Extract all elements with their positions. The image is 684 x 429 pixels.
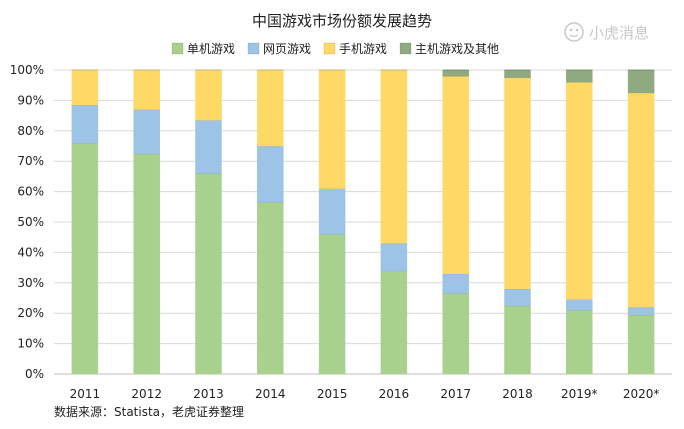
bar-segment [380,69,408,244]
bar-segment [627,92,655,308]
x-tick-label: 2015 [317,387,348,401]
y-tick-label: 20% [17,306,44,320]
bar-segment [195,69,222,121]
legend-item: 网页游戏 [247,42,311,56]
bar-segment [257,145,284,203]
bar-segment [627,314,655,375]
bar-segment [380,243,408,271]
bar-stack-2019 [566,69,593,375]
bar-segment [566,69,593,83]
watermark: 小虎消息 [564,22,649,42]
legend-label: 单机游戏 [187,42,235,56]
tiger-logo-icon [564,22,584,42]
bar-segment [257,69,284,147]
bar-segment [71,69,99,106]
source-note: 数据来源：Statista，老虎证券整理 [54,405,245,419]
legend-item: 手机游戏 [323,42,387,56]
y-tick-label: 50% [17,215,44,229]
y-tick-label: 40% [17,245,44,259]
legend-label: 网页游戏 [263,42,311,56]
legend-item: 主机游戏及其他 [399,42,499,56]
bars [71,69,655,375]
bar-segment [627,69,655,94]
bar-segment [71,104,99,144]
bar-segment [504,69,531,78]
y-tick-label: 30% [17,276,44,290]
legend-label: 主机游戏及其他 [415,42,499,56]
bar-segment [504,305,531,375]
bar-stack-2013 [195,69,222,375]
bar-segment [442,75,469,274]
bar-segment [566,309,593,375]
legend-swatch [399,42,412,55]
bar-stack-2012 [133,69,160,375]
bar-segment [318,69,346,189]
legend: 单机游戏 网页游戏 手机游戏 主机游戏及其他 [171,42,499,56]
bar-segment [380,270,408,375]
bar-segment [566,81,593,300]
bar-stack-2015 [318,69,346,375]
y-tick-label: 0% [25,367,44,381]
bar-segment [442,293,469,375]
bar-segment [318,188,346,235]
x-tick-label: 2014 [255,387,286,401]
y-tick-label: 10% [17,337,44,351]
legend-item: 单机游戏 [171,42,235,56]
x-tick-label: 2017 [440,387,471,401]
bar-segment [442,273,469,294]
x-tick-label: 2012 [131,387,162,401]
bar-stack-2016 [380,69,408,375]
legend-swatch [171,42,184,55]
y-tick-label: 90% [17,93,44,107]
bar-segment [195,173,222,375]
bar-stack-2017 [442,69,469,375]
bar-segment [504,77,531,290]
y-tick-label: 100% [10,63,44,77]
bar-segment [504,288,531,306]
x-tick-label: 2019* [561,387,598,401]
y-tick-label: 60% [17,185,44,199]
legend-swatch [323,42,336,55]
bar-segment [627,306,655,315]
bar-stack-2018 [504,69,531,375]
watermark-text: 小虎消息 [589,24,649,42]
bar-stack-2014 [257,69,284,375]
y-axis: 0% 10% 20% 30% 40% 50% 60% 70% 80% 90% 100% [10,63,44,381]
chart-title: 中国游戏市场份额发展趋势 [252,12,432,30]
legend-swatch [247,42,260,55]
bar-segment [195,119,222,174]
bar-segment [442,69,469,77]
bar-segment [318,233,346,375]
bar-stack-2020 [627,69,655,375]
x-tick-label: 2018 [502,387,533,401]
bar-segment [133,109,160,154]
y-tick-label: 70% [17,154,44,168]
legend-label: 手机游戏 [339,42,387,56]
x-tick-label: 2020* [623,387,660,401]
bar-segment [133,153,160,375]
bar-segment [257,201,284,375]
bar-segment [566,299,593,311]
y-tick-label: 80% [17,124,44,138]
x-tick-label: 2016 [379,387,410,401]
bar-segment [71,142,99,375]
x-tick-label: 2011 [70,387,101,401]
bar-stack-2011 [71,69,99,375]
bar-segment [133,69,160,110]
x-tick-label: 2013 [193,387,224,401]
x-axis: 2011 2012 2013 2014 2015 2016 2017 2018 2019* 202… [70,387,660,401]
